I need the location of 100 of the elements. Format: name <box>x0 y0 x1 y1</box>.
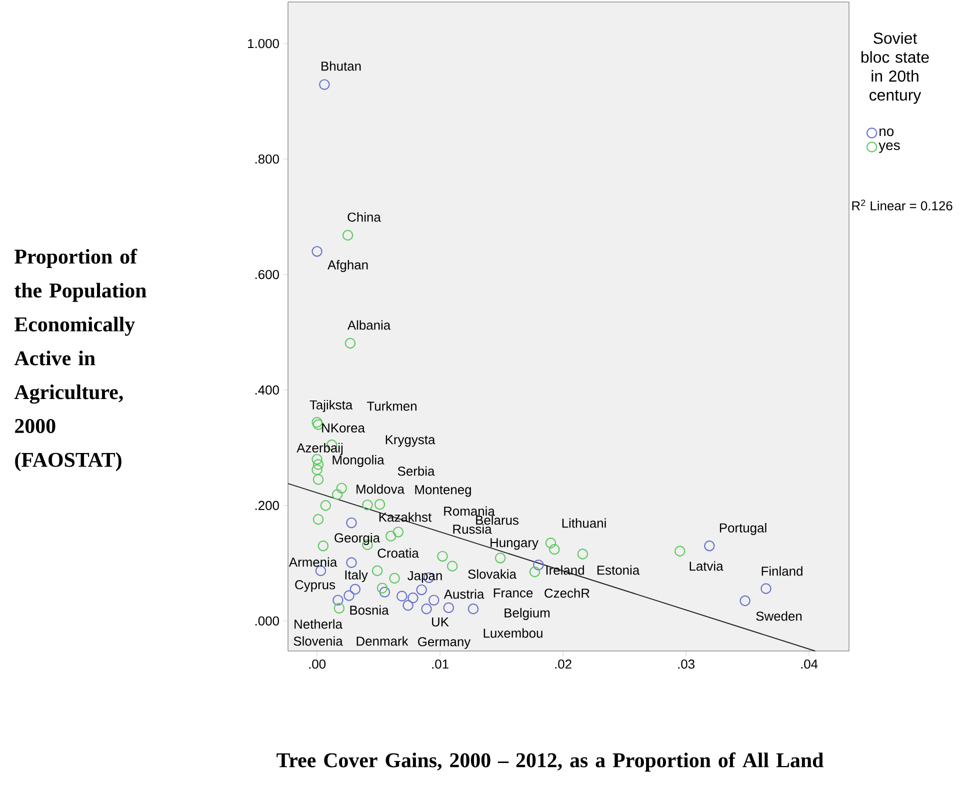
x-axis-title: Tree Cover Gains, 2000 – 2012, as a Proportion of All Land <box>276 752 824 772</box>
annotation: Belarus <box>476 515 518 525</box>
point <box>529 566 540 578</box>
annotation: Moldova <box>356 484 404 494</box>
point <box>376 582 388 594</box>
legend-label: no <box>880 128 894 136</box>
point <box>446 560 458 572</box>
point <box>374 498 386 510</box>
annotation: Afghan <box>328 260 368 272</box>
point <box>549 544 560 555</box>
y-tick-label: .800 <box>255 154 279 164</box>
point <box>379 586 390 598</box>
point <box>312 474 324 485</box>
annotation: Slovenia <box>294 636 343 646</box>
annotation: Armenia <box>288 557 338 567</box>
point <box>319 79 330 90</box>
text: R$^{2}$ Linear = 0.126 <box>852 200 952 210</box>
point <box>312 459 324 470</box>
annotation: NKorea <box>322 423 365 433</box>
annotation: Bosnia <box>350 605 389 615</box>
point <box>674 546 686 556</box>
annotation: Romania <box>444 506 495 516</box>
point <box>408 592 418 604</box>
point <box>389 572 400 584</box>
point <box>312 246 322 257</box>
point <box>344 338 356 349</box>
point <box>318 540 329 552</box>
annotation: Croatia <box>378 548 419 558</box>
annotation: Tajiksta <box>310 400 353 412</box>
y-tick-label: .000 <box>255 616 279 626</box>
point <box>740 595 750 606</box>
point <box>421 603 432 614</box>
annotation: Finland <box>762 566 802 576</box>
annotation: Luxembou <box>484 628 542 638</box>
annotation: Netherla <box>294 619 342 629</box>
point <box>342 230 354 241</box>
annotation: Italy <box>345 570 368 582</box>
annotation: CzechR <box>544 588 590 598</box>
point <box>545 538 556 548</box>
point <box>350 584 361 595</box>
y-tick-label: .600 <box>255 270 279 280</box>
annotation: Portugal <box>720 522 766 536</box>
annotation: Krygysta <box>386 435 436 447</box>
annotation: Serbia <box>398 466 435 476</box>
x-tick-label: .04 <box>801 660 818 669</box>
annotation: Cyprus <box>295 580 336 592</box>
annotation: Georgia <box>334 532 380 546</box>
point <box>577 548 588 560</box>
point <box>396 590 408 602</box>
point <box>332 489 343 500</box>
annotation: Lithuani <box>562 518 606 528</box>
point <box>468 603 479 614</box>
point <box>332 594 344 606</box>
annotation: Sweden <box>756 611 802 621</box>
point <box>533 560 544 570</box>
point <box>392 526 404 538</box>
point <box>760 583 772 594</box>
point <box>704 540 715 552</box>
point <box>402 600 414 611</box>
point <box>336 482 347 494</box>
point <box>428 594 440 606</box>
point <box>346 557 357 568</box>
point <box>416 584 427 596</box>
annotation: Monteneg <box>415 485 471 497</box>
annotation: Germany <box>418 637 471 649</box>
point <box>312 464 322 476</box>
point <box>362 500 373 510</box>
y-tick-label: 1.000 <box>248 38 279 48</box>
annotation: Albania <box>347 320 391 330</box>
point <box>346 517 357 528</box>
annotation: Bhutan <box>322 61 361 71</box>
x-tick-label: .03 <box>678 660 694 669</box>
x-tick-label: .01 <box>432 660 448 669</box>
annotation: Russia <box>453 524 492 534</box>
y-tick-label: .400 <box>255 385 279 395</box>
point <box>372 565 383 576</box>
annotation: UK <box>432 617 449 627</box>
point <box>334 602 345 614</box>
y-tick-label: .200 <box>255 500 279 510</box>
annotation: Austria <box>444 589 484 599</box>
annotation: Hungary <box>490 538 538 550</box>
x-tick-label: .00 <box>309 660 326 669</box>
x-tick-label: .02 <box>555 660 572 669</box>
annotation: Mongolia <box>332 454 384 468</box>
point <box>494 552 506 564</box>
point <box>437 550 448 562</box>
annotation: Belgium <box>504 608 550 620</box>
annotation: Turkmen <box>366 401 416 411</box>
legend-title: Soviet bloc state in 20th century <box>861 32 929 104</box>
annotation: Denmark <box>356 636 408 646</box>
y-axis-title: Proportion of the Population Economically Active in Agriculture, 2000 (FAOSTAT) <box>14 248 146 472</box>
point <box>385 530 396 542</box>
annotation: Latvia <box>690 561 724 571</box>
annotation: France <box>494 588 533 598</box>
point <box>344 590 354 601</box>
point <box>443 602 454 614</box>
annotation: China <box>348 212 381 222</box>
annotation: Slovakia <box>468 569 516 579</box>
annotation: Azerbaij <box>296 442 343 456</box>
point <box>312 514 324 525</box>
